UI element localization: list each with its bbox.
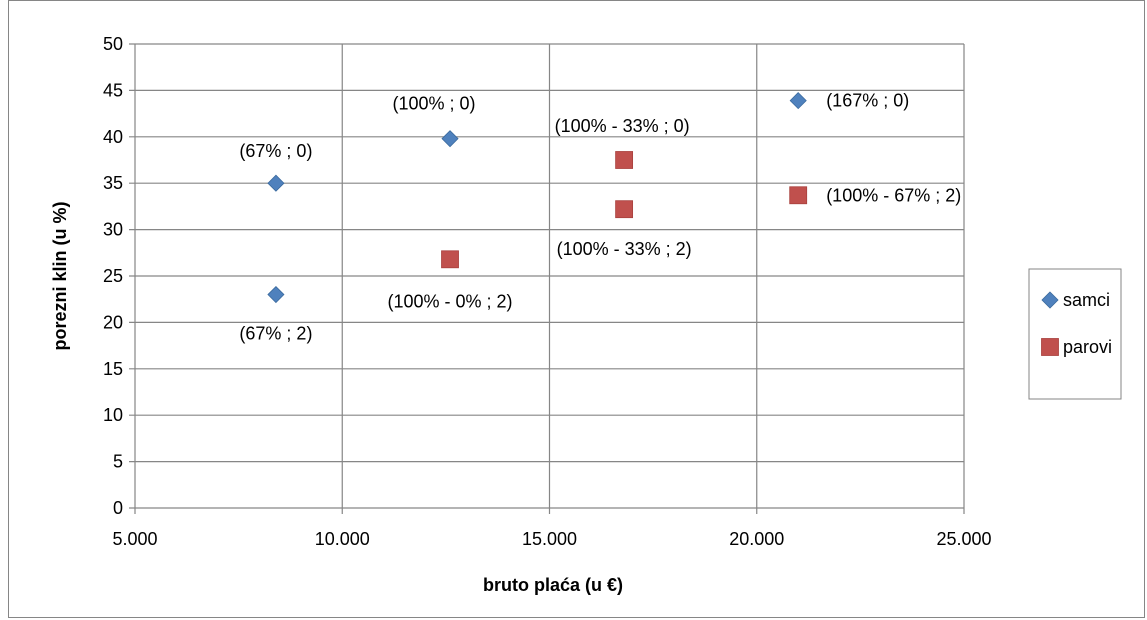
diamond-marker <box>1041 291 1059 309</box>
x-tick-label: 15.000 <box>522 529 577 549</box>
y-tick-label: 35 <box>103 173 123 193</box>
legend-label: samci <box>1063 290 1110 310</box>
square-marker <box>615 151 634 169</box>
square-marker <box>615 200 634 219</box>
y-tick-label: 0 <box>113 498 123 518</box>
data-label: (67% ; 2) <box>239 324 312 344</box>
y-tick-label: 45 <box>103 80 123 100</box>
data-label: (167% ; 0) <box>826 91 909 111</box>
y-axis-title: porezni klin (u %) <box>50 201 70 350</box>
x-axis-title: bruto plaća (u €) <box>483 575 623 595</box>
diamond-marker <box>789 92 807 110</box>
data-points <box>267 92 808 304</box>
legend: samci parovi <box>1028 268 1122 400</box>
legend-label: parovi <box>1063 337 1112 357</box>
data-label: (100% - 67% ; 2) <box>826 185 961 205</box>
square-marker <box>1041 338 1059 356</box>
data-label: (100% - 0% ; 2) <box>387 291 512 311</box>
diamond-marker <box>267 174 285 192</box>
y-tick-label: 5 <box>113 452 123 472</box>
x-axis-ticks: 5.000 10.000 15.000 20.000 25.000 <box>112 529 991 549</box>
y-tick-label: 20 <box>103 312 123 332</box>
legend-box <box>1028 268 1122 400</box>
y-tick-label: 30 <box>103 220 123 240</box>
square-marker <box>789 186 808 205</box>
diamond-marker <box>441 130 459 148</box>
chart-frame: 0 5 10 15 20 25 30 35 40 45 50 5.000 10.000 15.000 20… <box>8 0 1145 618</box>
grid-lines <box>129 43 965 514</box>
y-tick-label: 50 <box>103 34 123 54</box>
x-tick-label: 5.000 <box>112 529 157 549</box>
data-labels: (67% ; 0) (67% ; 2) (100% ; 0) (167% ; 0) (1… <box>239 91 961 344</box>
y-tick-label: 25 <box>103 266 123 286</box>
diamond-marker <box>267 285 285 304</box>
x-tick-label: 25.000 <box>936 529 991 549</box>
data-label: (67% ; 0) <box>239 141 312 161</box>
y-tick-label: 10 <box>103 405 123 425</box>
square-marker <box>441 250 459 269</box>
x-tick-label: 10.000 <box>315 529 370 549</box>
data-label: (100% - 33% ; 2) <box>557 239 692 259</box>
x-tick-label: 20.000 <box>729 529 784 549</box>
y-tick-label: 15 <box>103 359 123 379</box>
y-axis-ticks: 0 5 10 15 20 25 30 35 40 45 50 <box>103 34 123 518</box>
y-tick-label: 40 <box>103 127 123 147</box>
data-label: (100% - 33% ; 0) <box>555 116 690 136</box>
data-label: (100% ; 0) <box>392 94 475 114</box>
scatter-chart: 0 5 10 15 20 25 30 35 40 45 50 5.000 10.000 15.000 20… <box>50 34 1122 595</box>
